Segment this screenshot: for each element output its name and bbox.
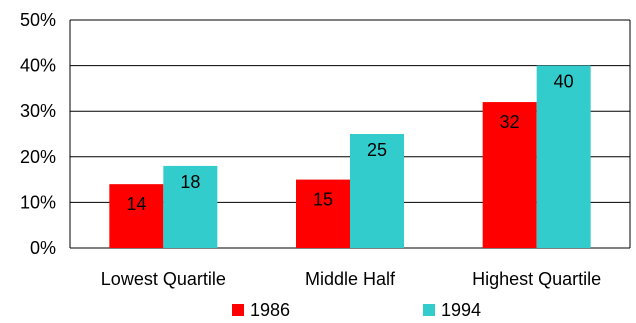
y-tick-label: 10% (20, 192, 56, 212)
x-category-label: Middle Half (305, 269, 396, 289)
bars: 14 18 15 25 32 40 (109, 65, 591, 248)
legend-label-1994: 1994 (441, 300, 481, 320)
bar-1994-1 (350, 134, 404, 248)
data-label: 18 (180, 172, 200, 192)
data-label: 14 (126, 194, 146, 214)
y-tick-label: 30% (20, 101, 56, 121)
legend-label-1986: 1986 (250, 300, 290, 320)
legend: 1986 1994 (232, 300, 481, 320)
x-category-label: Highest Quartile (472, 269, 601, 289)
bar-1986-1 (296, 179, 350, 248)
bar-1994-2 (536, 65, 591, 248)
data-label: 25 (367, 140, 387, 160)
y-tick-label: 50% (20, 10, 56, 30)
legend-swatch-1994 (423, 304, 435, 316)
legend-swatch-1986 (232, 304, 244, 316)
data-label: 15 (313, 190, 333, 210)
bar-1986-2 (482, 102, 537, 248)
data-label: 32 (500, 112, 520, 132)
x-category-label: Lowest Quartile (101, 269, 226, 289)
y-tick-label: 20% (20, 147, 56, 167)
y-tick-label: 0% (30, 238, 56, 258)
bar-1994-0 (163, 165, 218, 248)
data-label: 40 (554, 72, 574, 92)
y-axis-ticks: 0% 10% 20% 30% 40% 50% (20, 10, 56, 258)
bar-1986-0 (109, 184, 164, 248)
y-tick-label: 40% (20, 56, 56, 76)
x-axis-categories: Lowest Quartile Middle Half Highest Quarti… (101, 269, 601, 289)
